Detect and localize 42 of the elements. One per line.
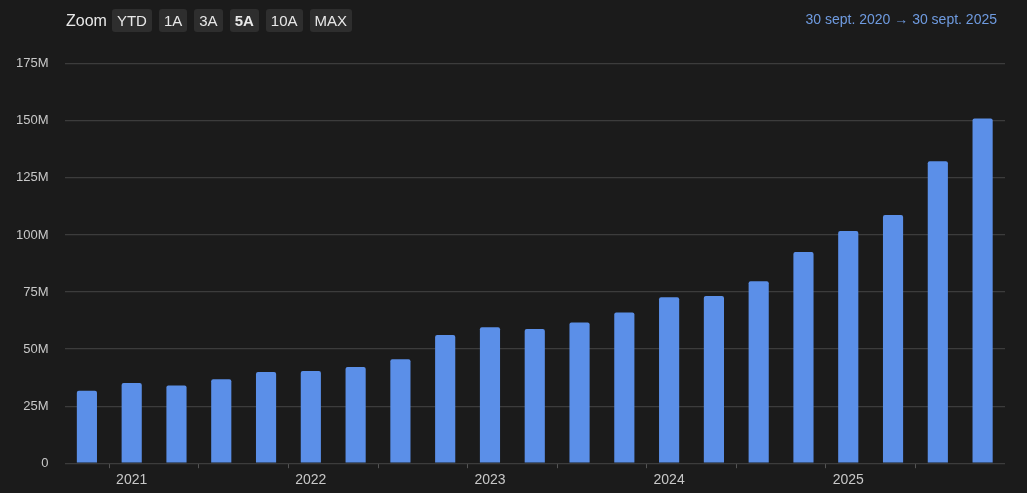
text: 3A xyxy=(194,9,223,32)
bar xyxy=(255,371,277,463)
bar xyxy=(300,371,321,463)
y-tick-label: 50M xyxy=(23,340,49,356)
text: YTD xyxy=(111,9,152,32)
text: MAX xyxy=(309,9,353,32)
bar xyxy=(659,297,680,463)
bar xyxy=(703,295,724,463)
x-tick-label: 2023 xyxy=(474,471,506,488)
y-tick-label: 100M xyxy=(15,226,49,242)
x-tick-label: 2022 xyxy=(295,471,327,488)
bar xyxy=(614,312,635,463)
y-tick-label: 25M xyxy=(23,397,49,413)
bar xyxy=(569,322,590,463)
bar xyxy=(793,252,814,463)
y-tick-label: 125M xyxy=(15,169,49,185)
text: Zoom xyxy=(66,11,107,30)
y-tick-label: 175M xyxy=(15,55,49,71)
bar xyxy=(121,383,142,463)
bar xyxy=(524,329,545,463)
text: 5A xyxy=(229,9,259,32)
x-tick-label: 2021 xyxy=(116,471,148,488)
bar xyxy=(927,161,948,463)
chart-subtitle: 30 sept. 2020 → 30 sept. 2025 xyxy=(805,11,997,27)
bar xyxy=(972,118,993,463)
bar xyxy=(838,231,859,463)
bar xyxy=(748,281,769,463)
bar xyxy=(435,334,456,463)
bar xyxy=(345,366,366,463)
x-tick-label: 2024 xyxy=(653,471,685,488)
y-tick-label: 75M xyxy=(23,283,49,299)
bar xyxy=(390,359,411,463)
bar xyxy=(882,215,904,463)
y-tick-label: 150M xyxy=(15,112,49,128)
x-tick-label: 2025 xyxy=(832,471,865,488)
y-tick-label: 0 xyxy=(41,454,49,470)
text: 10A xyxy=(265,9,303,32)
bar xyxy=(479,327,501,463)
bar xyxy=(211,379,232,463)
text: 1A xyxy=(158,9,188,32)
bar xyxy=(76,390,97,463)
bar xyxy=(166,385,187,463)
